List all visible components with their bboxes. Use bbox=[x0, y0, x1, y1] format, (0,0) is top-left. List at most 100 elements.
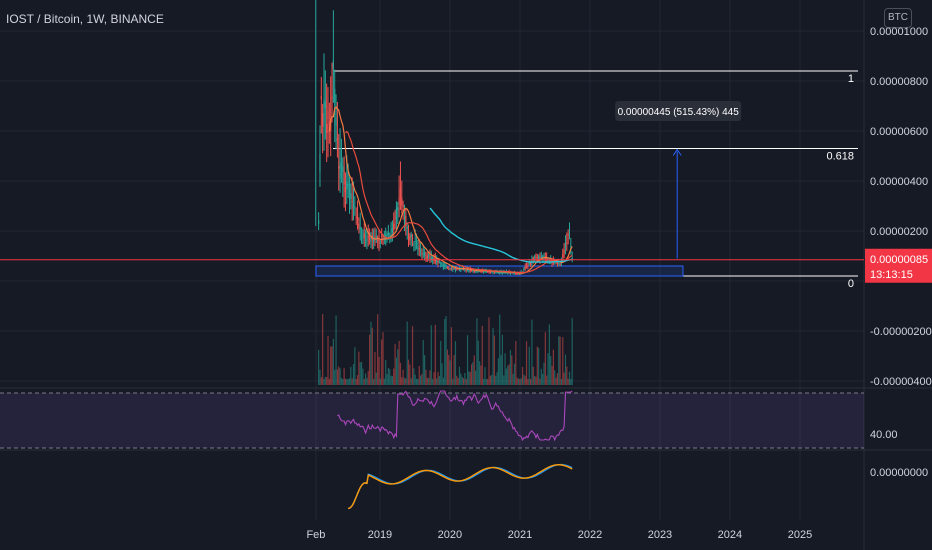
volume-bar bbox=[509, 350, 512, 385]
price-candle bbox=[538, 256, 540, 259]
volume-bar bbox=[554, 370, 556, 385]
fib-level-label: 0.618 bbox=[826, 151, 854, 163]
volume-bar bbox=[414, 374, 416, 385]
volume-bar bbox=[516, 377, 518, 385]
volume-bar bbox=[370, 321, 372, 385]
volume-bar bbox=[481, 325, 483, 385]
y-tick-label: 0.00000400 bbox=[870, 176, 928, 188]
price-candle bbox=[387, 232, 389, 235]
y-tick-label: 0.00001000 bbox=[870, 26, 928, 38]
volume-bar bbox=[466, 335, 469, 385]
volume-bar bbox=[485, 378, 487, 385]
price-candle bbox=[405, 215, 407, 226]
scale-currency-button[interactable]: BTC bbox=[884, 8, 912, 28]
volume-bar bbox=[348, 378, 351, 385]
price-candle bbox=[503, 272, 505, 274]
volume-bar bbox=[462, 378, 465, 385]
price-candle bbox=[568, 232, 571, 234]
price-candle bbox=[489, 271, 491, 273]
price-candle bbox=[360, 236, 363, 238]
price-candle bbox=[453, 268, 455, 270]
price-candle bbox=[476, 271, 478, 273]
volume-bar bbox=[450, 327, 453, 385]
volume-bar bbox=[332, 339, 334, 385]
volume-bar bbox=[438, 376, 440, 385]
price-candle bbox=[466, 269, 469, 271]
volume-bar bbox=[415, 378, 418, 385]
price-candle bbox=[418, 247, 420, 250]
volume-bar bbox=[505, 368, 508, 385]
volume-bar bbox=[521, 366, 524, 385]
price-candle bbox=[338, 166, 340, 169]
volume-bar bbox=[331, 346, 333, 385]
price-candle bbox=[381, 235, 383, 237]
price-candle bbox=[385, 234, 387, 237]
volume-bar bbox=[503, 375, 505, 385]
volume-bar bbox=[500, 355, 502, 385]
price-candle bbox=[373, 237, 375, 243]
price-candle bbox=[539, 257, 541, 260]
volume-bar bbox=[338, 366, 340, 385]
volume-bar bbox=[484, 367, 486, 385]
price-candle bbox=[359, 227, 361, 230]
fib-level-label: 0 bbox=[848, 278, 854, 290]
volume-bar bbox=[493, 335, 495, 385]
volume-bar bbox=[511, 355, 513, 385]
price-candle bbox=[391, 227, 394, 233]
price-candle bbox=[389, 235, 391, 237]
price-candle bbox=[342, 166, 344, 172]
price-candle bbox=[547, 259, 549, 262]
volume-bar bbox=[562, 337, 564, 385]
price-candle bbox=[542, 256, 544, 258]
volume-bar bbox=[383, 378, 385, 385]
volume-bar bbox=[334, 369, 336, 385]
volume-bar bbox=[536, 346, 538, 385]
volume-bar bbox=[394, 344, 396, 385]
price-candle bbox=[347, 184, 349, 186]
rsi-band bbox=[0, 393, 864, 448]
volume-bar bbox=[419, 375, 422, 385]
x-tick-label: 2024 bbox=[718, 529, 742, 541]
price-candle bbox=[544, 258, 546, 260]
current-price-tag bbox=[865, 248, 932, 283]
symbol-title[interactable]: IOST / Bitcoin, 1W, BINANCE bbox=[6, 12, 164, 26]
volume-bar bbox=[548, 324, 550, 385]
volume-bar bbox=[432, 378, 434, 385]
price-candle bbox=[403, 219, 406, 222]
volume-bar bbox=[524, 375, 526, 385]
volume-bar bbox=[456, 375, 458, 385]
volume-bar bbox=[452, 378, 454, 385]
volume-bar bbox=[468, 371, 470, 385]
price-candle bbox=[320, 96, 322, 100]
volume-bar bbox=[504, 353, 506, 385]
volume-bar bbox=[492, 327, 494, 385]
price-candle bbox=[350, 193, 352, 200]
volume-bar bbox=[397, 349, 399, 385]
price-candle bbox=[465, 270, 467, 272]
volume-bar bbox=[558, 336, 560, 385]
price-candle bbox=[445, 266, 447, 268]
y-tick-label: 0.00000600 bbox=[870, 126, 928, 138]
price-candle bbox=[536, 257, 538, 259]
price-candle bbox=[330, 119, 332, 132]
price-candle bbox=[458, 269, 461, 271]
volume-bar bbox=[391, 375, 394, 385]
price-candle bbox=[511, 272, 513, 274]
price-candle bbox=[523, 268, 525, 270]
volume-bar bbox=[539, 378, 541, 385]
price-candle bbox=[339, 161, 341, 179]
price-candle bbox=[517, 273, 520, 275]
x-tick-label: Feb bbox=[306, 529, 325, 541]
x-tick-label: 2021 bbox=[508, 529, 532, 541]
volume-bar bbox=[489, 375, 491, 385]
volume-bar bbox=[336, 369, 339, 385]
volume-bar bbox=[458, 366, 461, 385]
volume-bar bbox=[343, 368, 345, 385]
volume-bar bbox=[340, 377, 343, 385]
price-candle bbox=[473, 271, 475, 273]
price-candle bbox=[354, 206, 356, 208]
rsi-line bbox=[337, 390, 573, 442]
price-candle bbox=[336, 138, 339, 141]
macd-tick-label: 0.00000000 bbox=[870, 467, 928, 479]
